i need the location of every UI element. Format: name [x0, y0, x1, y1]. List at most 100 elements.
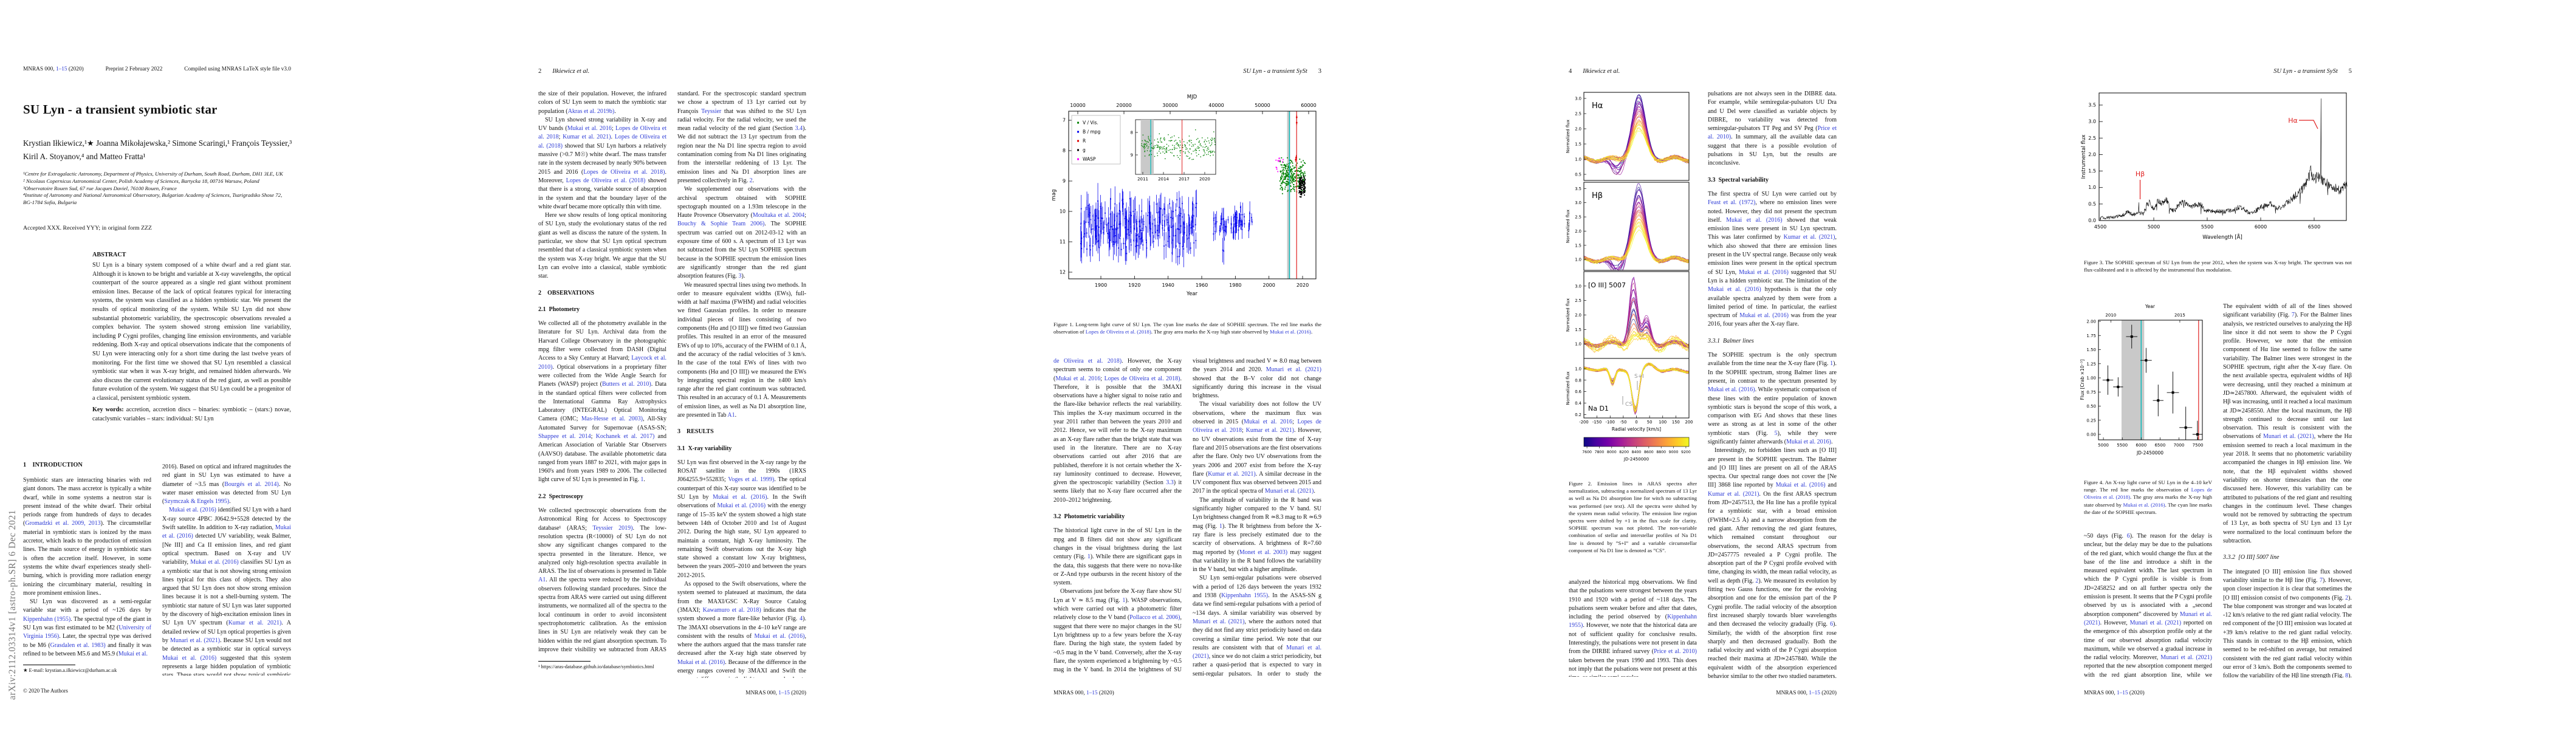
paragraph: Mukai et al. (2016) identified SU Lyn wi… [162, 507, 291, 676]
paragraph: the size of their population. However, t… [538, 91, 666, 115]
svg-text:1.0: 1.0 [2088, 185, 2096, 190]
paragraph: ~50 days (Fig. 6). The reason for the de… [2084, 533, 2212, 678]
figure-4-xray-light-curve: 5000 5500 6000 6500 7000 7500 JD-2450000 2010 20… [2079, 293, 2222, 458]
svg-text:30000: 30000 [1162, 103, 1177, 108]
svg-text:9: 9 [1063, 179, 1066, 184]
svg-text:Normalized flux: Normalized flux [1566, 120, 1571, 153]
section-heading: 2 OBSERVATIONS [538, 289, 595, 296]
authors-line-1: Krystian Iłkiewicz,¹★ Joanna Mikołajewsk… [23, 139, 292, 148]
svg-text:0.4: 0.4 [1575, 401, 1581, 406]
svg-text:WASP: WASP [1083, 157, 1096, 162]
running-title: SU Lyn - a transient SySt [1243, 68, 1307, 75]
page-number: 2 [538, 68, 542, 75]
svg-text:2000: 2000 [1262, 282, 1275, 288]
figure-3-sophie-spectrum: 4500 5000 5500 6000 6500 Wavelength [Å] 3.5 3.0… [2079, 85, 2352, 254]
svg-text:CS: CS [1625, 402, 1632, 408]
svg-text:10: 10 [1060, 209, 1066, 214]
figure-2-emission-lines: 3.0 2.5 2.0 1.5 1.0 0.5 Normalized flux Hα 3.5 3.… [1564, 85, 1694, 474]
svg-text:mag: mag [1051, 190, 1057, 201]
svg-text:0.00: 0.00 [2086, 433, 2096, 437]
svg-text:2014: 2014 [1158, 177, 1169, 182]
svg-text:1.00: 1.00 [2086, 376, 2096, 381]
keywords-label: Key words: [92, 406, 124, 413]
svg-text:V / Vis.: V / Vis. [1083, 120, 1098, 126]
svg-text:3.0: 3.0 [1575, 97, 1581, 101]
svg-text:2.5: 2.5 [1575, 215, 1581, 220]
svg-text:9: 9 [1131, 153, 1133, 158]
svg-text:2.0: 2.0 [1575, 229, 1581, 234]
svg-text:50: 50 [1647, 420, 1653, 425]
arxiv-sidebar: arXiv:2112.03314v1 [astro-ph.SR] 6 Dec 2… [7, 510, 18, 700]
paragraph: The first spectra of SU Lyn were carried… [1708, 190, 1837, 328]
paragraph: Symbiotic stars are interacting binaries… [23, 477, 151, 597]
svg-text:1.50: 1.50 [2086, 347, 2096, 352]
svg-text:10000: 10000 [1070, 103, 1085, 108]
paragraph: analyzed the historical mpg observations… [1569, 579, 1697, 677]
svg-text:R: R [1083, 139, 1086, 144]
page-5: SU Lyn - a transient SySt 5 4500 5000 5500 6… [2061, 0, 2576, 729]
running-title: SU Lyn - a transient SySt [2273, 68, 2338, 75]
svg-text:Flux [Crab ×10⁻³]: Flux [Crab ×10⁻³] [2080, 360, 2085, 400]
paragraph: The integrated [O III] emission line flu… [2223, 568, 2352, 678]
svg-text:2010: 2010 [2105, 313, 2116, 318]
text-column-right: pulsations are not always seen in the DI… [1708, 90, 1837, 678]
svg-text:50000: 50000 [1255, 103, 1270, 108]
paragraph: As opposed to the Swift observations, wh… [677, 581, 806, 678]
svg-text:1.5: 1.5 [1575, 243, 1581, 248]
svg-text:1.5: 1.5 [1575, 142, 1581, 147]
svg-text:0.5: 0.5 [1575, 173, 1581, 177]
svg-text:Hβ: Hβ [1592, 191, 1603, 200]
text-column-left: the size of their population. However, t… [538, 90, 666, 655]
affiliation: ³Observatoire Rouen Sud, 67 rue Jacques … [23, 185, 177, 191]
svg-text:[O III] 5007: [O III] 5007 [1588, 281, 1626, 289]
svg-text:Normalized flux: Normalized flux [1566, 372, 1571, 405]
svg-text:0.2: 0.2 [1575, 412, 1581, 417]
svg-text:Hα: Hα [2288, 117, 2298, 125]
svg-text:6500: 6500 [2154, 443, 2165, 448]
paragraph: The visual variability does not follow t… [1193, 401, 1321, 495]
keywords-text: accretion, accretion discs – binaries: s… [92, 406, 291, 422]
svg-text:3.0: 3.0 [1575, 200, 1581, 205]
svg-text:MJD: MJD [1187, 94, 1197, 100]
svg-text:6000: 6000 [2255, 224, 2267, 230]
svg-text:9000: 9000 [1669, 450, 1679, 454]
page-footer: MNRAS 000, 1–15 (2020) [1776, 690, 1837, 696]
subsection-heading: 3.3.1 Balmer lines [1708, 337, 1754, 344]
text-column-left: de Oliveira et al. 2018). However, the X… [1053, 357, 1182, 676]
figure-4-caption: Figure 4. An X-ray light curve of SU Lyn… [2084, 479, 2212, 515]
paragraph: We supplemented our observations with th… [677, 186, 806, 280]
svg-text:JD-2450000: JD-2450000 [2136, 450, 2163, 456]
preprint-date: Preprint 2 February 2022 [105, 66, 163, 72]
page-footer: MNRAS 000, 1–15 (2020) [2084, 690, 2145, 696]
affiliations: ¹Centre for Extragalactic Astronomy, Dep… [23, 171, 291, 207]
svg-text:7500: 7500 [2193, 443, 2204, 448]
keywords: Key words: accretion, accretion discs – … [92, 406, 291, 423]
page-1: arXiv:2112.03314v1 [astro-ph.SR] 6 Dec 2… [0, 0, 515, 729]
svg-text:-200: -200 [1579, 420, 1588, 425]
url-footnote: ¹ https://aras-database.github.io/databa… [538, 661, 666, 671]
svg-text:1980: 1980 [1229, 282, 1241, 288]
figure-1-caption: Figure 1. Long-term light curve of SU Ly… [1053, 321, 1321, 335]
text-column-right: The equivalent width of all of the lines… [2223, 303, 2352, 678]
figure-2-caption: Figure 2. Emission lines in ARAS spectra… [1569, 481, 1697, 553]
svg-text:2020: 2020 [1199, 177, 1210, 182]
authors-line-2: Kiril A. Stoyanov,⁴ and Matteo Fratta¹ [23, 152, 146, 161]
paragraph: We collected spectroscopic observations … [538, 507, 666, 653]
svg-text:0.5: 0.5 [2088, 201, 2096, 207]
running-header: 2 Iłkiewicz et al. [538, 68, 589, 75]
svg-text:12: 12 [1060, 270, 1066, 275]
paragraph: Here we show results of long optical mon… [538, 212, 666, 280]
svg-text:Normalized flux: Normalized flux [1566, 210, 1571, 243]
svg-text:0.0: 0.0 [2088, 218, 2096, 224]
paragraph: The amplitude of variability in the R ba… [1193, 496, 1321, 573]
svg-text:1.0: 1.0 [1575, 157, 1581, 162]
svg-text:1.5: 1.5 [1575, 327, 1581, 332]
svg-text:40000: 40000 [1208, 103, 1224, 108]
svg-text:2.0: 2.0 [1575, 313, 1581, 318]
svg-text:0.75: 0.75 [2086, 390, 2096, 395]
svg-text:0.50: 0.50 [2086, 404, 2096, 409]
svg-text:8200: 8200 [1619, 450, 1629, 454]
svg-text:3.5: 3.5 [2088, 102, 2096, 108]
journal-header: MNRAS 000, 1–15 (2020) Preprint 2 Februa… [23, 66, 291, 72]
paragraph: We collected all of the photometry avail… [538, 320, 666, 484]
